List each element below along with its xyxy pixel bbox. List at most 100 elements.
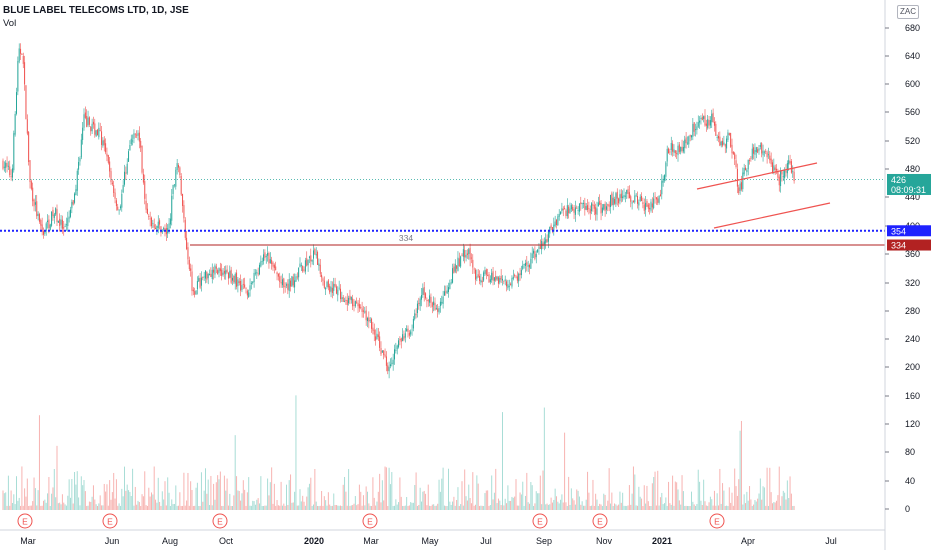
candle-body <box>649 207 651 210</box>
candle-body <box>693 122 695 132</box>
volume-bar <box>518 505 520 510</box>
candle-body <box>153 224 155 228</box>
volume-bar <box>711 499 713 510</box>
candle-body <box>438 308 440 313</box>
candle-body <box>723 142 725 145</box>
candle-body <box>213 269 215 273</box>
candle-body <box>10 175 12 177</box>
candle-body <box>421 295 422 300</box>
symbol-title[interactable]: BLUE LABEL TELECOMS LTD, 1D, JSE <box>3 5 189 16</box>
overlay-lines: 334 <box>0 162 885 246</box>
candle-body <box>329 285 331 293</box>
candle-body <box>140 140 142 148</box>
volume-bar <box>618 504 620 510</box>
volume-bar <box>48 477 50 510</box>
candle-body <box>75 189 77 196</box>
candle-body <box>550 225 552 228</box>
candle-body <box>503 280 505 282</box>
volume-bar <box>655 505 657 510</box>
candle-body <box>518 273 520 282</box>
volume-bar <box>244 489 246 510</box>
candle-body <box>439 301 441 307</box>
volume-bar <box>49 505 51 510</box>
candle-body <box>191 271 193 291</box>
candle-body <box>256 272 258 274</box>
candle-body <box>47 220 49 223</box>
volume-bar <box>740 420 742 510</box>
volume-bar <box>435 505 437 510</box>
volume-bar <box>264 505 266 510</box>
volume-bar <box>603 493 605 510</box>
volume-bar <box>173 503 175 510</box>
candle-body <box>792 171 794 173</box>
volume-bar <box>724 505 726 510</box>
volume-bar <box>391 472 393 510</box>
candle-body <box>129 145 131 151</box>
candle-body <box>422 288 424 295</box>
volume-bar <box>658 505 660 510</box>
candle-body <box>601 207 603 213</box>
candle-body <box>214 265 216 275</box>
volume-bar <box>611 492 613 510</box>
volume-bar <box>160 505 162 510</box>
candle-body <box>788 160 790 165</box>
candle-body <box>452 268 454 283</box>
volume-bar <box>16 476 17 510</box>
x-tick-label: Mar <box>363 536 379 546</box>
candle-body <box>589 208 591 214</box>
volume-bar <box>551 502 553 510</box>
candle-body <box>610 194 611 207</box>
candle-body <box>669 151 671 153</box>
volume-bar <box>431 504 433 510</box>
candle-body <box>160 226 162 233</box>
y-tick-label: 440 <box>905 192 920 202</box>
candle-body <box>566 205 568 217</box>
volume-bar <box>763 487 765 510</box>
candle-body <box>49 224 51 230</box>
volume-bar <box>637 505 638 510</box>
candle-body <box>591 203 593 212</box>
volume-bar <box>647 501 649 510</box>
volume-bar <box>631 493 633 510</box>
volume-bar <box>626 505 628 510</box>
volume-bar <box>788 497 790 510</box>
candle-body <box>78 161 80 170</box>
volume-bar <box>416 505 418 510</box>
volume-bar <box>519 492 521 510</box>
volume-bar <box>223 475 225 510</box>
volume-bar <box>716 493 718 510</box>
candle-body <box>142 174 144 183</box>
volume-bar <box>155 499 157 510</box>
candle-body <box>718 135 719 139</box>
candle-body <box>645 202 647 210</box>
volume-bar <box>439 491 441 510</box>
candle-body <box>731 144 733 154</box>
volume-bar <box>628 485 630 510</box>
candle-body <box>480 279 482 283</box>
volume-bar <box>148 487 150 510</box>
volume-bar <box>526 472 528 510</box>
candle-body <box>80 139 82 158</box>
y-tick-label: 480 <box>905 164 920 174</box>
candle-body <box>400 338 402 342</box>
volume-bar <box>319 505 321 510</box>
candle-body <box>767 154 769 156</box>
volume-bar <box>260 476 262 510</box>
candle-body <box>168 223 170 229</box>
volume-bar <box>398 502 400 510</box>
volume-bar <box>781 496 783 510</box>
volume-bar <box>194 505 196 510</box>
candle-body <box>637 196 638 204</box>
volume-bar <box>708 502 710 510</box>
candle-body <box>133 133 135 139</box>
volume-bar <box>597 505 599 510</box>
candle-body <box>570 205 572 210</box>
candle-body <box>394 349 395 360</box>
candle-body <box>340 288 341 300</box>
volume-bar <box>254 504 256 510</box>
candle-body <box>209 274 211 275</box>
candle-body <box>287 283 289 290</box>
currency-button[interactable]: ZAC <box>897 5 919 19</box>
